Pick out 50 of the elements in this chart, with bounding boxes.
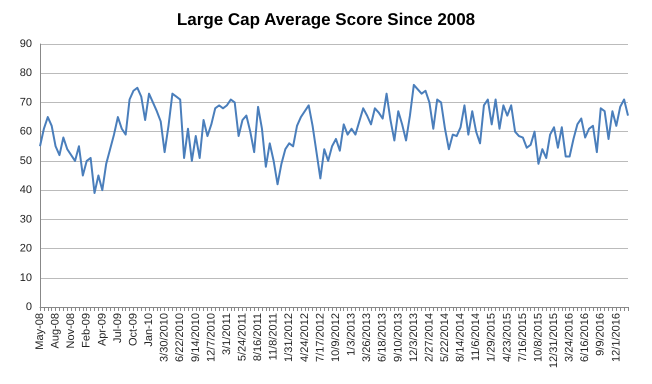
x-tick-label: 1/31/2012: [283, 313, 296, 362]
x-tick-label: 2/27/2014: [423, 313, 436, 362]
x-tick-label: 11/6/2014: [470, 313, 482, 362]
y-tick-label: 50: [20, 154, 32, 167]
x-tick-label: 12/3/2013: [408, 313, 420, 362]
x-tick-label: Jan-10: [143, 313, 156, 347]
x-tick-label: 3/1/2011: [220, 313, 233, 356]
y-tick-label: 10: [20, 272, 32, 284]
x-tick-label: 4/23/2015: [501, 313, 514, 362]
x-tick-label: 9/9/2016: [594, 313, 607, 356]
x-tick-label: 10/9/2012: [330, 313, 342, 362]
x-tick-label: 3/30/2010: [158, 313, 171, 362]
y-tick-label: 90: [20, 38, 32, 50]
y-tick-label: 40: [20, 184, 32, 196]
x-tick-label: 8/16/2011: [252, 313, 264, 362]
line-series: [39, 84, 629, 194]
x-tick-label: 9/10/2013: [392, 313, 404, 362]
y-tick-label: 70: [20, 96, 32, 108]
y-tick-label: 0: [26, 301, 32, 313]
x-tick-label: 12/1/2016: [610, 313, 622, 362]
x-tick-label: 1/3/2013: [346, 313, 358, 356]
x-tick-label: Oct-09: [127, 313, 140, 346]
x-tick-label: 7/16/2015: [516, 313, 529, 362]
y-tick-label: 80: [20, 67, 32, 80]
x-tick-label: 4/24/2012: [298, 313, 311, 362]
x-tick-label: 3/24/2016: [564, 313, 576, 362]
y-tick-label: 20: [20, 242, 32, 255]
x-tick-label: 3/26/2013: [361, 313, 374, 362]
x-tick-label: 5/22/2014: [438, 313, 451, 362]
x-tick-label: Nov-08: [65, 313, 78, 348]
x-tick-label: Feb-09: [80, 313, 93, 348]
x-tick-label: 11/8/2011: [268, 313, 280, 360]
x-tick-label: 6/16/2016: [579, 313, 592, 362]
x-tick-label: 6/22/2010: [174, 313, 186, 362]
x-tick-label: 12/7/2010: [205, 313, 218, 362]
x-tick-label: 8/14/2014: [454, 313, 467, 362]
y-tick-label: 30: [20, 213, 32, 226]
y-tick-label: 60: [20, 126, 32, 138]
x-tick-label: 12/31/2015: [548, 313, 560, 368]
x-tick-label: 5/24/2011: [236, 313, 248, 362]
x-tick-label: 6/18/2013: [376, 313, 389, 362]
x-tick-label: Apr-09: [96, 313, 108, 346]
x-tick-label: 7/17/2012: [314, 313, 326, 362]
x-tick-label: May-08: [34, 313, 46, 350]
x-tick-label: 1/29/2015: [486, 313, 498, 362]
x-tick-label: Jul-09: [112, 313, 124, 343]
x-tick-label: Aug-08: [50, 313, 62, 348]
chart-title: Large Cap Average Score Since 2008: [176, 10, 476, 29]
x-tick-label: 10/8/2015: [532, 313, 544, 362]
x-tick-label: 9/14/2010: [190, 313, 202, 362]
